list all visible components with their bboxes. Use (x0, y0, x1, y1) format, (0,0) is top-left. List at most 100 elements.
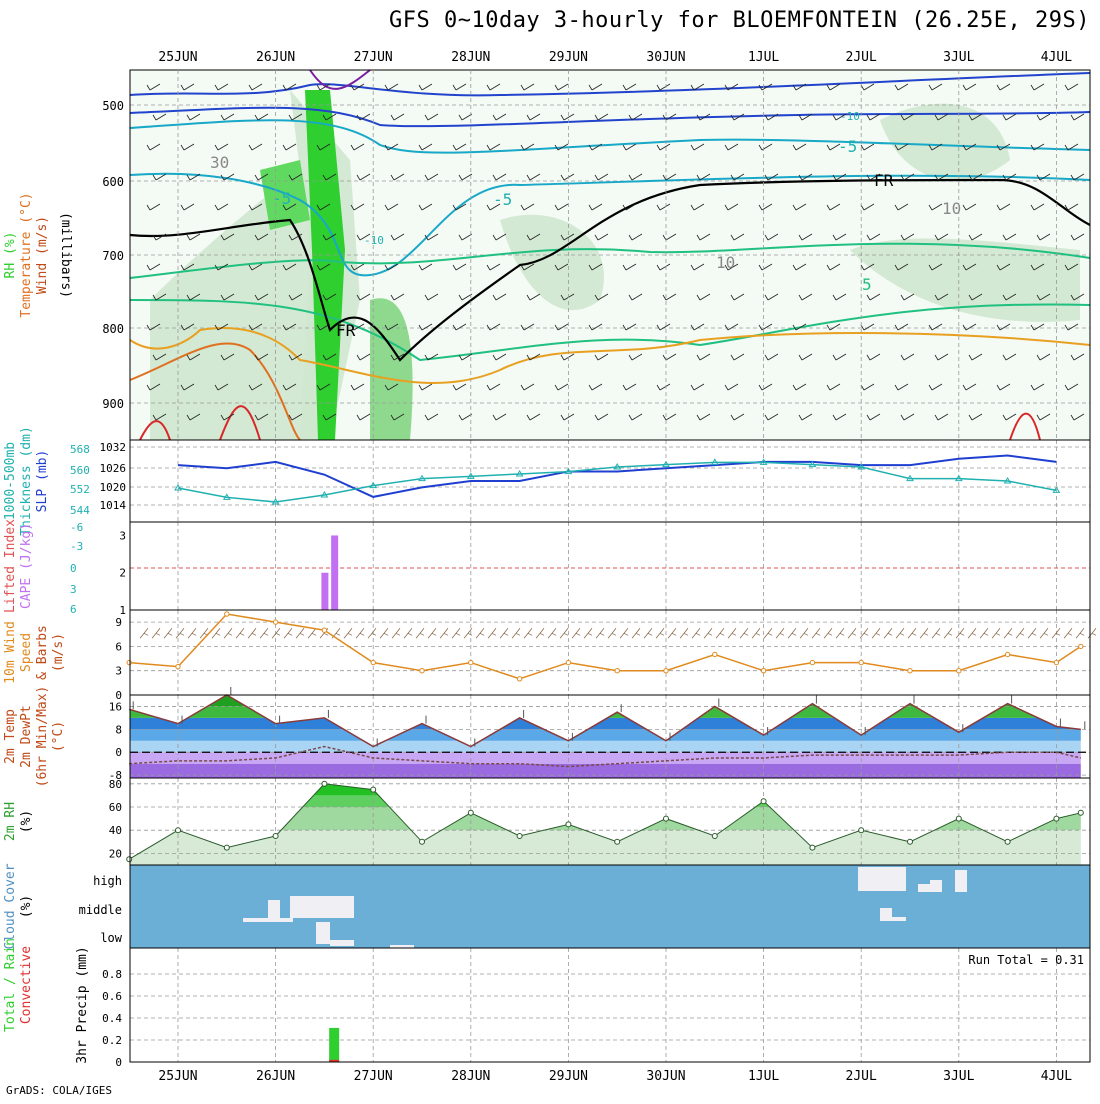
thickness-tick-label: 552 (70, 483, 90, 496)
wind-barb (1030, 203, 1045, 211)
rh-point (1053, 815, 1060, 822)
wind-barb (1087, 628, 1097, 639)
wind-barb (690, 383, 705, 391)
wind-speed-tick-label: 9 (115, 616, 122, 629)
panel-side-label: Total / Rain (3, 938, 18, 1032)
cloud-level-label: low (100, 931, 122, 945)
wind-barb (823, 628, 833, 639)
wind-barb (811, 628, 821, 639)
rh-tick-label: 80 (109, 778, 122, 791)
wind-barb (588, 83, 603, 91)
rh-point (760, 798, 767, 805)
wind-barb (643, 628, 653, 639)
wind-barb (1064, 203, 1079, 211)
panel-side-label: 3hr Precip (mm) (75, 946, 90, 1063)
wind-barb (175, 628, 185, 639)
wind-barb (962, 383, 977, 391)
wind-barb (594, 233, 609, 241)
rh-point (565, 821, 572, 828)
rh-point (955, 815, 962, 822)
wind-barb (631, 628, 641, 639)
wind-barb (859, 628, 869, 639)
wind-barb (866, 413, 881, 421)
wind-barb (520, 83, 535, 91)
wind-barb (559, 628, 569, 639)
wind-barb (832, 233, 847, 241)
wind-barb (424, 113, 439, 121)
pressure-tick-label: 700 (102, 249, 124, 263)
date-label-top: 1JUL (748, 50, 779, 65)
contour-label: FR (874, 171, 894, 190)
wind-barb (622, 143, 637, 151)
rh-point (858, 827, 865, 834)
precip-panel: 0.8 0.6 0.4 0.2 0 Total / Rain Convective 3hr P… (3, 938, 1091, 1069)
lifted-index-tick-label: 0 (70, 562, 77, 575)
wind-barb (866, 353, 881, 361)
wind-barb (356, 233, 371, 241)
date-label-top: 30JUN (646, 50, 685, 65)
wind-barb (730, 233, 745, 241)
wind-barb (220, 233, 235, 241)
wind-barb (628, 353, 643, 361)
wind-barb (928, 383, 943, 391)
wind-barb (690, 203, 705, 211)
wind-barb (254, 413, 269, 421)
wind-barb (967, 628, 977, 639)
wind-barb (554, 203, 569, 211)
wind-barb (424, 353, 439, 361)
panel-side-label: & Barbs (35, 625, 50, 680)
wind-barb (254, 113, 269, 121)
thickness-marker (369, 481, 378, 489)
rh-point (516, 833, 523, 839)
wind-barb (486, 83, 501, 91)
isotherm-line (129, 106, 1091, 128)
wind-barb (832, 413, 847, 421)
cape-tick-label: 1 (119, 604, 126, 617)
wind-barb (424, 413, 439, 421)
wind-speed-point (224, 611, 230, 617)
wind-barb (384, 143, 399, 151)
wind-barb (452, 203, 467, 211)
pressure-tick-label: 600 (102, 175, 124, 189)
wind-barb (180, 83, 195, 91)
wind-barb (679, 628, 689, 639)
temp-band (130, 763, 1081, 778)
wind-barb (288, 173, 303, 181)
wind-barb (463, 628, 473, 639)
wind-barb (934, 413, 949, 421)
wind-barb (458, 293, 473, 301)
wind-barb (662, 113, 677, 121)
wind-barb (526, 293, 541, 301)
wind-speed-point (1078, 643, 1084, 650)
wind-barb (996, 83, 1011, 91)
thickness-marker (954, 474, 963, 482)
panel-side-label: Cloud Cover (3, 863, 18, 949)
wind-barb (391, 628, 401, 639)
wind-barb (415, 628, 425, 639)
wind-barb (560, 113, 575, 121)
wind-barb (798, 233, 813, 241)
wind-barb (628, 173, 643, 181)
wind-speed-point (516, 676, 523, 682)
wind-barb (1002, 353, 1017, 361)
wind-barb (390, 233, 405, 241)
rh-point (1077, 809, 1084, 816)
thickness-marker (564, 467, 573, 475)
wind-barb (486, 383, 501, 391)
wind-barb (832, 113, 847, 121)
wind-barb (928, 263, 943, 271)
wind-barb (499, 628, 509, 639)
wind-barb (594, 293, 609, 301)
rh-region-4 (850, 238, 1080, 322)
wind-barb (730, 413, 745, 421)
date-label-top: 29JUN (549, 50, 588, 65)
wind-barb (220, 413, 235, 421)
wind-barb (390, 413, 405, 421)
wind-barb (622, 203, 637, 211)
cloud-level-label: middle (79, 903, 122, 917)
precip-tick-label: 0 (115, 1056, 122, 1069)
wind-barb (186, 173, 201, 181)
freezing-level-line (129, 178, 1091, 362)
wind-barb (248, 83, 263, 91)
wind-barb (764, 413, 779, 421)
